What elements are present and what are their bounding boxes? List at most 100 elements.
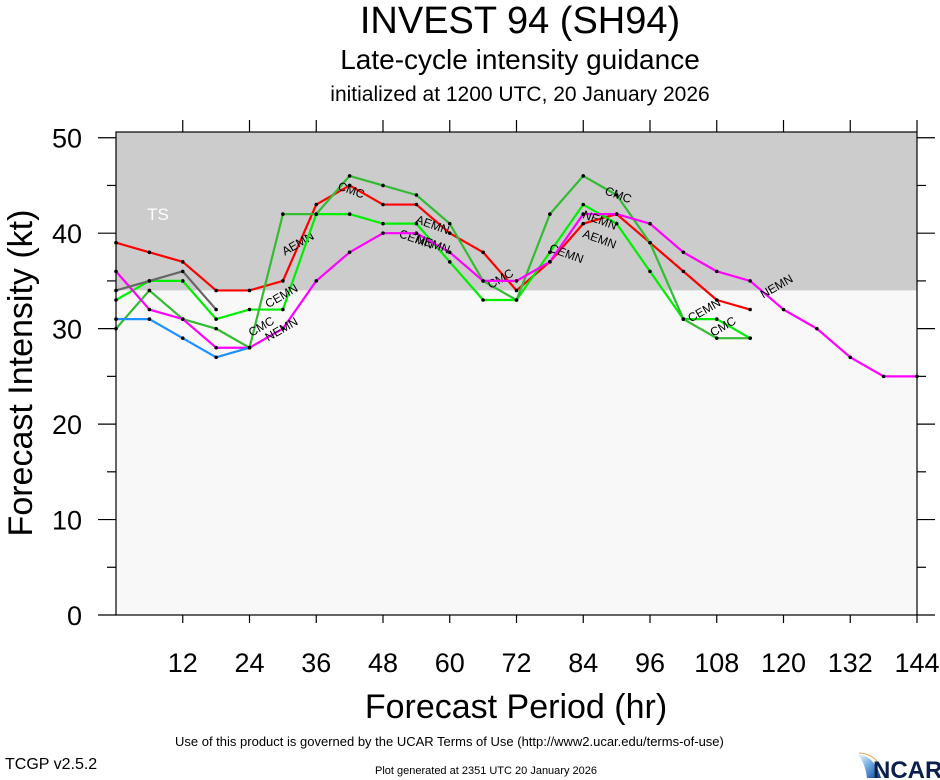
data-point [314, 212, 319, 216]
version-label: TCGP v2.5.2 [5, 756, 98, 773]
x-axis-label: Forecast Period (hr) [365, 688, 667, 726]
data-point [214, 288, 218, 293]
y-tick-label: 10 [52, 506, 82, 536]
data-point [214, 307, 218, 312]
data-point [447, 260, 452, 264]
data-point [714, 298, 719, 302]
data-point [648, 240, 652, 245]
data-point [581, 202, 586, 207]
y-tick-label: 0 [67, 601, 82, 631]
data-point [481, 298, 485, 302]
x-tick-label: 120 [761, 648, 806, 678]
data-point [781, 307, 786, 312]
data-point [214, 326, 218, 331]
series-line-cmc [115, 174, 751, 349]
data-point [548, 260, 552, 264]
data-point [614, 212, 619, 216]
x-tick-label: 12 [168, 648, 198, 678]
data-point [614, 193, 619, 197]
data-point [714, 269, 719, 274]
data-point [347, 212, 352, 216]
data-point [514, 298, 519, 302]
ncar-logo: NCAR [857, 752, 940, 780]
data-point [314, 202, 319, 207]
data-point [214, 317, 218, 321]
data-point [414, 202, 419, 207]
x-tick-label: 48 [368, 648, 398, 678]
data-point [180, 269, 185, 274]
data-point [481, 279, 485, 283]
data-point [381, 183, 385, 188]
band-ts [116, 132, 917, 291]
data-point [180, 336, 185, 340]
data-point [247, 307, 252, 312]
data-point [247, 345, 252, 350]
data-point [681, 269, 686, 274]
data-point [214, 345, 218, 350]
series-gray [114, 269, 218, 312]
x-tick-label: 108 [694, 648, 739, 678]
x-tick-label: 72 [501, 648, 531, 678]
init-time: initialized at 1200 UTC, 20 January 2026 [330, 83, 710, 106]
data-point [381, 231, 385, 235]
data-point [180, 260, 185, 264]
data-point [414, 193, 419, 197]
y-tick-label: 20 [52, 410, 82, 440]
data-point [681, 317, 686, 321]
data-point [548, 250, 552, 255]
data-point [614, 221, 619, 226]
data-point [548, 212, 552, 216]
data-point [281, 307, 285, 312]
series-line-gray [115, 270, 217, 311]
y-tick-label: 50 [52, 124, 82, 154]
data-point [314, 279, 319, 283]
data-point [447, 231, 452, 235]
data-point [180, 279, 185, 283]
x-tick-label: 60 [435, 648, 465, 678]
data-point [381, 202, 385, 207]
x-tick-label: 84 [568, 648, 598, 678]
chart-title: INVEST 94 (SH94) [359, 0, 681, 42]
data-point [714, 336, 719, 340]
data-point [147, 288, 152, 293]
data-point [581, 212, 586, 216]
x-tick-label: 144 [894, 648, 939, 678]
data-point [648, 221, 652, 226]
band-label-ts: TS [147, 205, 169, 224]
data-point [447, 250, 452, 255]
data-point [414, 231, 419, 235]
data-point [147, 279, 152, 283]
data-point [347, 183, 352, 188]
data-point [581, 221, 586, 226]
y-axis-label: Forecast Intensity (kt) [2, 210, 40, 537]
data-point [881, 374, 886, 379]
data-point [848, 355, 853, 360]
data-point [281, 279, 285, 283]
data-point [414, 221, 419, 226]
x-tick-label: 24 [234, 648, 264, 678]
data-point [381, 221, 385, 226]
x-tick-label: 36 [301, 648, 331, 678]
terms-of-use-text: Use of this product is governed by the U… [175, 734, 724, 749]
data-point [347, 174, 352, 178]
x-tick-label: 132 [828, 648, 873, 678]
data-point [514, 288, 519, 293]
data-point [247, 288, 252, 293]
data-point [347, 250, 352, 255]
data-point [748, 279, 752, 283]
data-point [648, 269, 652, 274]
data-point [147, 317, 152, 321]
y-tick-label: 40 [52, 219, 82, 249]
data-point [447, 221, 452, 226]
data-point [681, 250, 686, 255]
data-point [514, 279, 519, 283]
x-tick-label: 96 [635, 648, 665, 678]
data-point [214, 355, 218, 360]
series-blue [114, 317, 252, 360]
data-point [147, 307, 152, 312]
series-line-aemn [115, 184, 751, 311]
data-point [281, 326, 285, 331]
data-point [281, 212, 285, 216]
data-point [748, 336, 752, 340]
